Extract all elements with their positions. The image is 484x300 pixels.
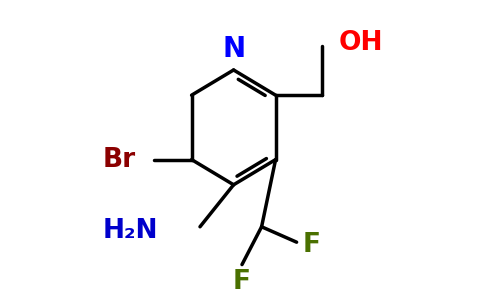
- Text: H₂N: H₂N: [103, 218, 158, 244]
- Text: F: F: [302, 232, 320, 258]
- Text: OH: OH: [339, 30, 383, 56]
- Text: N: N: [222, 35, 245, 63]
- Text: Br: Br: [103, 147, 136, 172]
- Text: F: F: [233, 269, 251, 295]
